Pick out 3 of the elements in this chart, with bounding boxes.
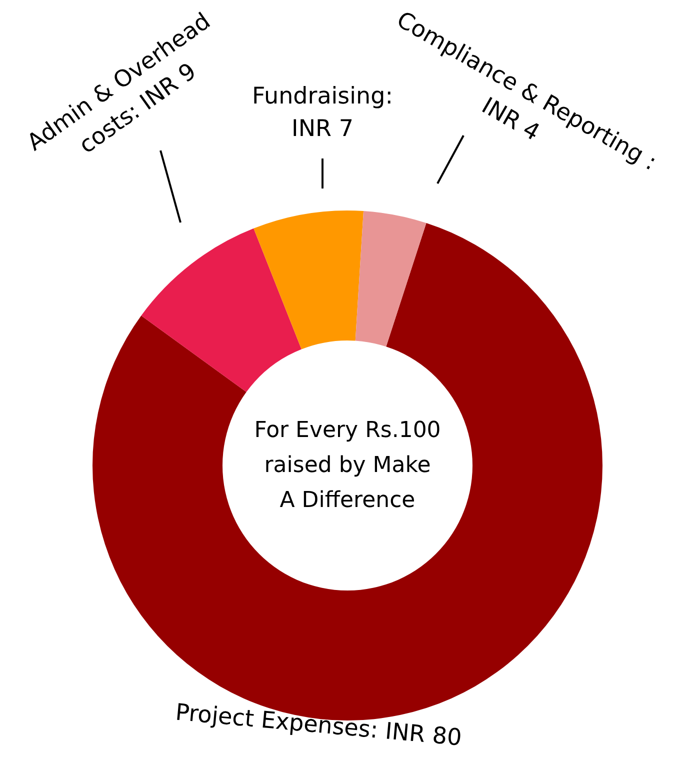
slice-label: Fundraising: INR 7 xyxy=(252,83,393,142)
slice-label: Project Expenses: INR 80 xyxy=(174,700,463,752)
text: For Every Rs.100 raised by Make A Difference xyxy=(254,418,441,513)
